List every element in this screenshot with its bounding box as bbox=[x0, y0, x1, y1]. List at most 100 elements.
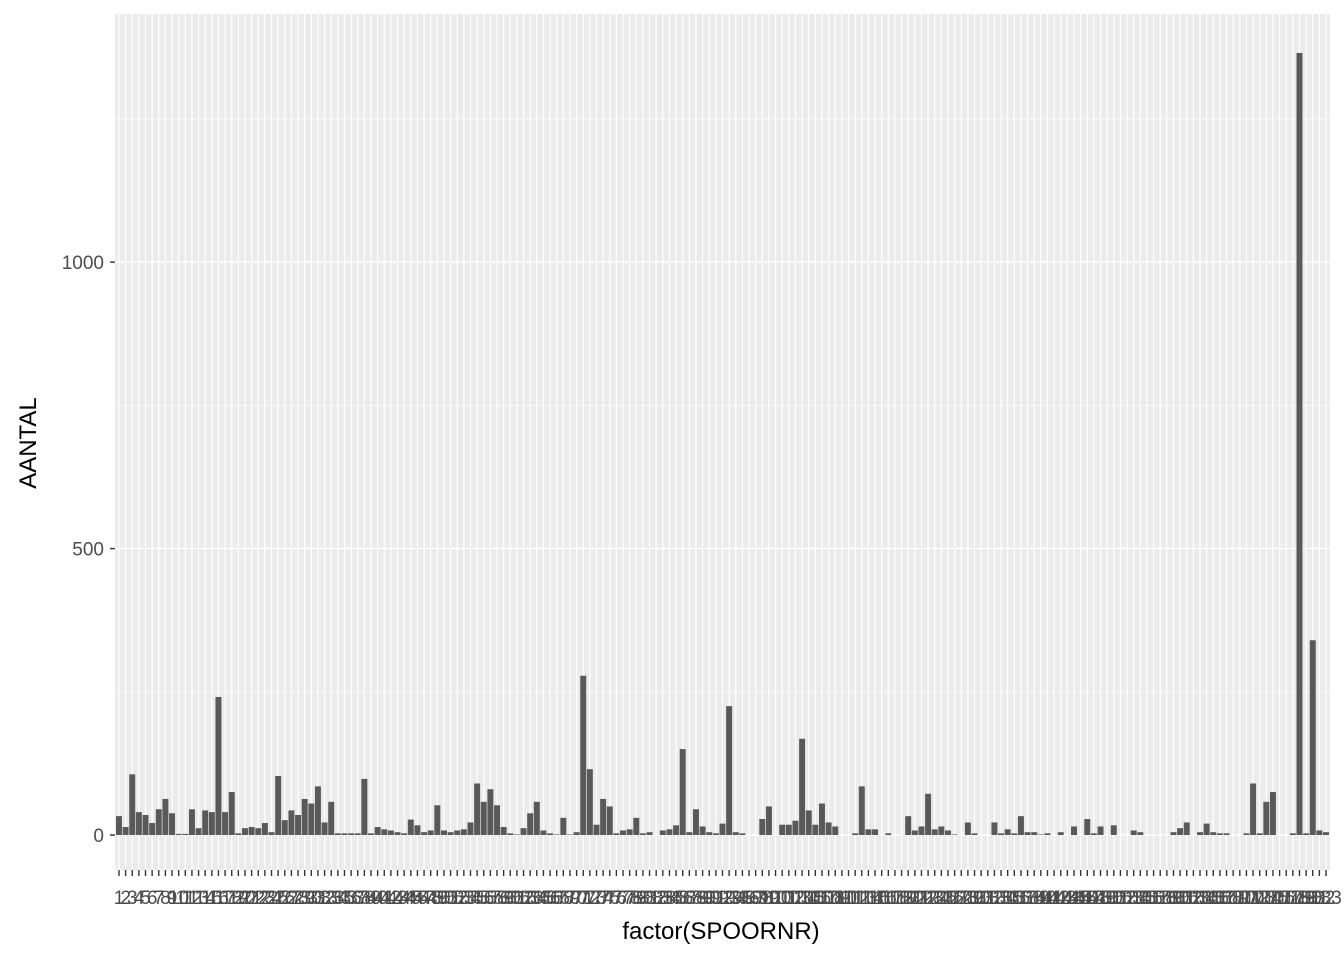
bar bbox=[586, 769, 593, 836]
bar bbox=[1203, 823, 1210, 836]
x-tick-label: 59 bbox=[493, 888, 514, 909]
bar bbox=[1210, 832, 1217, 836]
bar bbox=[129, 774, 136, 836]
bar bbox=[686, 832, 693, 836]
bar bbox=[646, 832, 653, 836]
x-tick-label: 75 bbox=[599, 888, 620, 909]
x-tick-label: 175 bbox=[1257, 888, 1289, 909]
bar bbox=[467, 822, 474, 836]
x-tick-label: 130 bbox=[959, 888, 991, 909]
x-tick-label: 161 bbox=[1164, 888, 1196, 909]
bar bbox=[354, 833, 361, 836]
x-tick-label: 29 bbox=[294, 888, 315, 909]
x-tick-label: 89 bbox=[692, 888, 713, 909]
bar bbox=[1110, 825, 1117, 836]
bar bbox=[1177, 828, 1184, 836]
x-tick-label: 12 bbox=[181, 888, 202, 909]
bar bbox=[865, 829, 872, 836]
x-tick-label: 60 bbox=[500, 888, 521, 909]
x-tick-label: 86 bbox=[672, 888, 693, 909]
x-tick-label: 125 bbox=[926, 888, 958, 909]
x-tick-label: 178 bbox=[1277, 888, 1309, 909]
bar bbox=[998, 833, 1005, 836]
bar bbox=[852, 833, 859, 836]
bar bbox=[1084, 819, 1091, 836]
x-tick-label: 164 bbox=[1184, 888, 1216, 909]
x-tick-label: 71 bbox=[573, 888, 594, 909]
x-tick-label: 103 bbox=[780, 888, 812, 909]
bar bbox=[149, 823, 156, 836]
bar bbox=[162, 798, 169, 836]
x-tick-label: 70 bbox=[566, 888, 587, 909]
bar bbox=[487, 789, 494, 836]
bar bbox=[454, 830, 461, 836]
x-tick-label: 122 bbox=[906, 888, 938, 909]
bar bbox=[620, 830, 627, 836]
bar bbox=[275, 776, 282, 836]
x-tick-label: 69 bbox=[559, 888, 580, 909]
bar bbox=[248, 827, 255, 836]
x-tick-label: 96 bbox=[738, 888, 759, 909]
x-tick-label: 160 bbox=[1158, 888, 1190, 909]
bar bbox=[328, 801, 335, 836]
x-tick-label: 51 bbox=[440, 888, 461, 909]
bar bbox=[832, 826, 839, 836]
x-tick-label: 154 bbox=[1118, 888, 1150, 909]
x-tick-label: 177 bbox=[1270, 888, 1302, 909]
bar bbox=[1303, 833, 1310, 836]
bar bbox=[440, 830, 447, 836]
x-tick-label: 82 bbox=[646, 888, 667, 909]
bar bbox=[1243, 833, 1250, 836]
x-tick-label: 25 bbox=[268, 888, 289, 909]
x-tick-label: 18 bbox=[221, 888, 242, 909]
x-tick-label: 114 bbox=[853, 888, 884, 909]
x-tick-label: 15 bbox=[201, 888, 222, 909]
x-tick-label: 6 bbox=[147, 888, 158, 909]
bar bbox=[142, 814, 149, 836]
bar bbox=[288, 810, 295, 836]
x-tick-label: 20 bbox=[234, 888, 255, 909]
bar bbox=[427, 830, 434, 836]
x-tick-label: 13 bbox=[188, 888, 209, 909]
bar bbox=[825, 822, 832, 836]
bar bbox=[812, 824, 819, 836]
x-tick-label: 111 bbox=[834, 888, 863, 909]
bar bbox=[122, 827, 129, 836]
bar bbox=[1263, 801, 1270, 836]
x-tick-label: 98 bbox=[752, 888, 773, 909]
bar bbox=[447, 832, 454, 836]
bar bbox=[255, 828, 262, 836]
bar bbox=[381, 829, 388, 836]
bar bbox=[268, 832, 275, 836]
x-tick-label: 1 bbox=[114, 888, 125, 909]
bar bbox=[931, 829, 938, 836]
y-tick-label: 500 bbox=[72, 540, 104, 561]
bar bbox=[759, 819, 766, 836]
x-tick-label: 135 bbox=[992, 888, 1024, 909]
x-tick-label: 26 bbox=[274, 888, 295, 909]
x-tick-label: 159 bbox=[1151, 888, 1183, 909]
x-tick-label: 92 bbox=[712, 888, 733, 909]
bar bbox=[215, 696, 222, 836]
x-tick-label: 64 bbox=[526, 888, 548, 909]
bar bbox=[805, 810, 812, 836]
x-tick-label: 77 bbox=[612, 888, 633, 909]
x-tick-label: 7 bbox=[153, 888, 164, 909]
bar bbox=[566, 834, 573, 836]
x-tick-label: 79 bbox=[626, 888, 647, 909]
bar bbox=[1250, 783, 1257, 836]
bar bbox=[639, 833, 646, 836]
x-tick-label: 113 bbox=[847, 888, 877, 909]
bar bbox=[739, 833, 746, 836]
x-tick-label: 93 bbox=[719, 888, 740, 909]
bar bbox=[414, 825, 421, 836]
x-tick-label: 121 bbox=[899, 888, 931, 909]
bar bbox=[533, 801, 540, 836]
bar bbox=[334, 833, 341, 836]
x-tick-label: 55 bbox=[467, 888, 488, 909]
bar bbox=[732, 832, 739, 836]
bar bbox=[792, 820, 799, 836]
bar bbox=[407, 819, 414, 836]
bar bbox=[553, 834, 560, 836]
x-tick-label: 168 bbox=[1211, 888, 1243, 909]
